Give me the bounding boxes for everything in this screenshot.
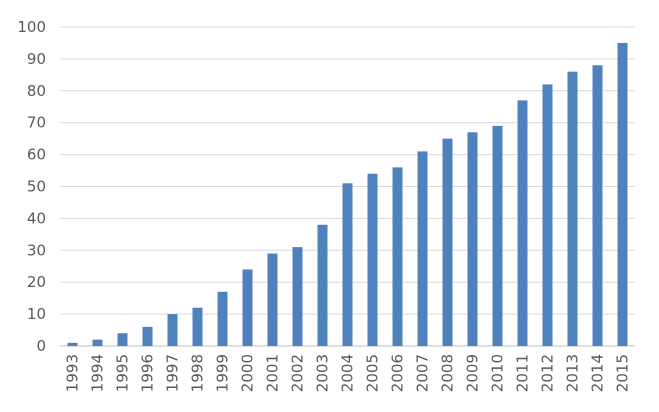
x-tick-label: 1998: [189, 354, 207, 392]
x-tick-label: 2015: [614, 354, 632, 392]
bar-1996: [142, 326, 153, 346]
bar-2010: [492, 125, 503, 346]
x-tick-label: 2008: [439, 354, 457, 392]
x-tick-label: 2010: [489, 354, 507, 392]
bar-2015: [617, 42, 628, 346]
bar-2006: [392, 167, 403, 346]
x-tick-label: 2012: [539, 354, 557, 392]
x-tick-label: 2003: [314, 354, 332, 392]
x-tick-label: 1996: [139, 354, 157, 392]
bar-2001: [267, 253, 278, 346]
y-axis-ticks: 0 10 20 30 40 50 60 70 80 90 100: [17, 18, 46, 355]
bar-1998: [192, 307, 203, 346]
x-tick-label: 2005: [364, 354, 382, 392]
y-tick-label: 10: [27, 305, 46, 323]
bar-2003: [317, 224, 328, 346]
y-tick-label: 100: [17, 18, 46, 36]
y-tick-label: 0: [36, 337, 46, 355]
bar-2011: [517, 100, 528, 347]
bars: [67, 42, 628, 347]
y-tick-label: 40: [27, 209, 46, 227]
y-tick-label: 20: [27, 273, 46, 291]
x-tick-label: 1994: [89, 354, 107, 392]
bar-2014: [592, 65, 603, 346]
x-tick-label: 2004: [339, 354, 357, 392]
x-tick-label: 2009: [464, 354, 482, 392]
bar-2008: [442, 138, 453, 346]
bar-2000: [242, 269, 253, 346]
x-tick-label: 2002: [289, 354, 307, 392]
x-tick-label: 2006: [389, 354, 407, 392]
x-tick-label: 2011: [514, 354, 532, 392]
x-tick-label: 2014: [589, 354, 607, 392]
x-tick-label: 2001: [264, 354, 282, 392]
y-tick-label: 30: [27, 241, 46, 259]
y-tick-label: 50: [27, 178, 46, 196]
bar-2009: [467, 132, 478, 346]
y-tick-label: 60: [27, 146, 46, 164]
x-tick-label: 1997: [164, 354, 182, 392]
y-tick-label: 90: [27, 50, 46, 68]
bar-1994: [92, 339, 103, 346]
x-tick-label: 2013: [564, 354, 582, 392]
bar-1995: [117, 333, 128, 346]
y-tick-label: 70: [27, 114, 46, 132]
x-tick-label: 1999: [214, 354, 232, 392]
bar-2012: [542, 84, 553, 347]
y-tick-label: 80: [27, 82, 46, 100]
x-tick-label: 1993: [64, 354, 82, 392]
x-axis-ticks: 1993 1994 1995 1996 1997 1998 1999 2000 2001 2002…: [64, 354, 632, 392]
bar-2004: [342, 183, 353, 346]
bar-1993: [67, 342, 78, 346]
bar-2002: [292, 247, 303, 346]
bar-1999: [217, 291, 228, 346]
x-tick-label: 2000: [239, 354, 257, 392]
x-tick-label: 1995: [114, 354, 132, 392]
bar-1997: [167, 314, 178, 346]
bar-2007: [417, 151, 428, 346]
x-tick-label: 2007: [414, 354, 432, 392]
bar-2005: [367, 173, 378, 346]
bar-2013: [567, 71, 578, 346]
